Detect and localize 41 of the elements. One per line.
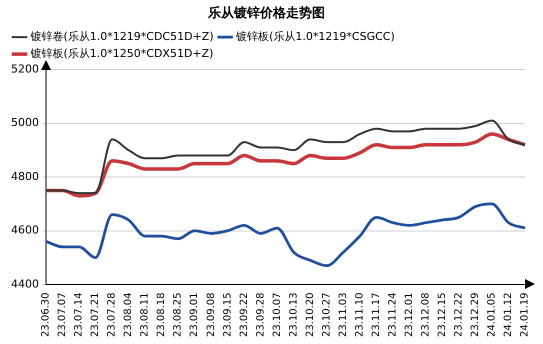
- x-tick-label: 23.10.20: [304, 292, 316, 337]
- x-tick-label: 23.09.01: [189, 292, 200, 337]
- x-tick-label: 23.11.10: [354, 292, 366, 337]
- x-tick-label: 24.01.19: [520, 292, 531, 337]
- x-tick-label: 23.07.21: [90, 292, 102, 337]
- y-tick-label: 4800: [10, 170, 39, 183]
- y-tick-label: 5000: [10, 116, 39, 130]
- x-tick-label: 23.06.30: [40, 292, 52, 337]
- x-tick-label: 23.08.11: [140, 292, 151, 337]
- x-tick-label: 23.09.28: [255, 292, 266, 337]
- x-tick-label: 23.12.01: [404, 292, 415, 337]
- chart-title: 乐从镀锌价格走势图: [207, 5, 325, 22]
- legend-label: 镀锌板(乐从1.0*1250*CDX51D+Z): [30, 46, 214, 60]
- x-tick-label: 23.10.27: [321, 292, 332, 337]
- x-tick-label: 23.07.28: [106, 292, 118, 337]
- x-tick-label: 23.10.07: [272, 292, 283, 337]
- y-tick-label: 5200: [10, 62, 39, 76]
- y-tick-label: 4400: [10, 277, 39, 290]
- x-tick-label: 23.12.22: [454, 292, 465, 337]
- x-tick-label: 23.09.15: [222, 292, 234, 337]
- legend-label: 镀锌卷(乐从1.0*1219*CDC51D+Z): [30, 30, 214, 43]
- line-series: [44, 202, 526, 268]
- x-tick-label: 23.12.08: [420, 292, 432, 337]
- x-tick-label: 23.07.07: [57, 292, 68, 337]
- line-series: [44, 120, 526, 194]
- x-tick-label: 23.10.13: [288, 292, 300, 337]
- legend-label: 镀锌板(乐从1.0*1219*CSGCC): [235, 30, 395, 43]
- x-tick-label: 23.11.03: [338, 292, 349, 337]
- x-tick-label: 23.12.15: [437, 292, 448, 337]
- y-tick-label: 4600: [10, 224, 39, 237]
- x-tick-label: 23.09.22: [238, 292, 250, 337]
- x-tick-label: 23.07.14: [74, 292, 85, 337]
- x-tick-label: 23.08.18: [156, 292, 168, 337]
- x-tick-label: 24.01.05: [486, 292, 498, 337]
- x-tick-label: 23.09.08: [206, 292, 217, 337]
- x-tick-label: 23.11.17: [370, 292, 382, 337]
- x-tick-label: 23.08.25: [172, 292, 184, 337]
- x-tick-label: 23.08.04: [123, 292, 134, 337]
- x-tick-label: 23.12.29: [470, 292, 482, 337]
- x-tick-label: 23.11.24: [387, 292, 398, 337]
- x-tick-label: 24.01.12: [503, 292, 514, 337]
